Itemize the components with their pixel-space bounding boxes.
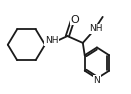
Text: NH: NH (45, 36, 58, 45)
Text: N: N (94, 76, 100, 85)
Text: NH: NH (89, 24, 102, 33)
Text: O: O (70, 15, 79, 25)
